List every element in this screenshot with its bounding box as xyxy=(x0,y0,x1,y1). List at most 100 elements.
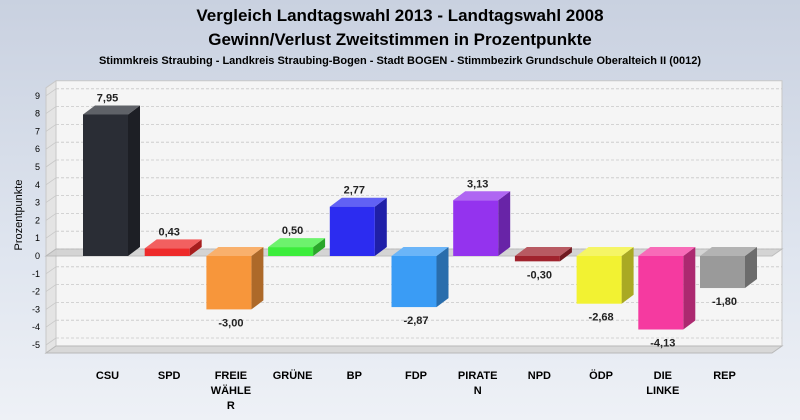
x-tick-label-line: DIE xyxy=(654,370,672,382)
bar-top xyxy=(700,247,757,256)
gridline-side xyxy=(45,106,57,114)
y-tick-label: 6 xyxy=(35,144,40,154)
bar xyxy=(700,247,757,289)
data-label: -3,00 xyxy=(218,317,243,329)
bar xyxy=(453,191,511,256)
y-axis-label: Prozentpunkte xyxy=(13,180,25,251)
bar-top xyxy=(576,247,634,256)
gridline-side xyxy=(45,230,57,239)
gridline-side xyxy=(45,88,57,97)
x-tick-label-line: WÄHLE xyxy=(211,384,251,397)
bar-front xyxy=(638,256,684,330)
gridline-side xyxy=(45,319,57,328)
bar-top xyxy=(638,247,696,256)
bar xyxy=(144,239,202,256)
bar-side xyxy=(251,247,264,310)
bar-side xyxy=(745,247,757,289)
bar xyxy=(329,197,387,256)
y-tick-label: -1 xyxy=(32,269,40,279)
plot-area: 9 8 7 6 5 4 3 2 1 0 -1 -2 -3 -4 -5 7,95 CSU 0,43 SPD -3,00 F… xyxy=(32,79,784,412)
bar-front xyxy=(391,256,437,308)
chart-title-line1: Vergleich Landtagswahl 2013 - Landtagswa… xyxy=(196,6,603,25)
bar-top xyxy=(391,247,449,256)
data-label: 2,77 xyxy=(344,185,365,197)
bar-side xyxy=(621,247,634,304)
x-tick-label: ÖDP xyxy=(589,369,613,382)
bar xyxy=(268,238,326,256)
gridline-side xyxy=(45,124,57,132)
x-tick-label-line: FDP xyxy=(405,370,427,382)
gridline-side xyxy=(45,195,57,203)
chart-subtitle: Stimmkreis Straubing - Landkreis Straubi… xyxy=(99,55,701,67)
bar-front xyxy=(453,200,499,256)
chart-title-line2: Gewinn/Verlust Zweitstimmen in Prozentpu… xyxy=(208,30,592,49)
gridline-side xyxy=(45,159,57,168)
y-tick-label: 8 xyxy=(35,109,40,119)
bar xyxy=(83,105,140,257)
bar-side xyxy=(498,191,511,256)
bar xyxy=(514,247,572,262)
bar xyxy=(391,247,449,308)
data-label: 0,50 xyxy=(282,225,303,237)
y-tick-label: 1 xyxy=(35,233,40,243)
bar-top xyxy=(453,191,511,201)
y-tick-label: 0 xyxy=(35,251,40,261)
bar-side xyxy=(683,247,696,330)
bar-side xyxy=(313,238,326,256)
y-tick-label: -5 xyxy=(32,340,40,350)
y-tick-label: 5 xyxy=(35,162,40,172)
x-tick-label-line: N xyxy=(474,385,482,397)
bar-front xyxy=(329,206,375,256)
bar-front xyxy=(700,256,745,289)
x-tick-label-line: CSU xyxy=(96,370,119,382)
x-tick-label-line: FREIE xyxy=(215,370,247,382)
y-tick-label: 4 xyxy=(35,180,40,190)
gridline-side xyxy=(45,302,57,310)
bar xyxy=(576,247,634,304)
x-tick-label: SPD xyxy=(158,370,181,382)
bar-side xyxy=(189,239,202,256)
y-tick-label: 9 xyxy=(35,91,40,101)
x-tick-label-line: R xyxy=(227,400,235,412)
data-label: -2,87 xyxy=(403,315,428,327)
x-tick-label: BP xyxy=(347,370,362,382)
x-tick-label-line: NPD xyxy=(528,370,551,382)
x-tick-label-line: GRÜNE xyxy=(273,369,313,382)
gridline-side xyxy=(45,177,57,186)
bar-side xyxy=(559,247,572,262)
x-tick-label-line: PIRATE xyxy=(458,370,498,382)
gridline-side xyxy=(45,337,57,346)
gridline-side xyxy=(45,141,57,150)
bar-side xyxy=(436,247,449,308)
data-label: -1,80 xyxy=(712,296,737,308)
x-tick-label: FREIE WÄHLE R xyxy=(211,370,251,412)
data-label: -0,30 xyxy=(527,269,552,281)
x-tick-label: DIE LINKE xyxy=(646,370,679,397)
y-tick-label: -2 xyxy=(32,287,40,297)
x-tick-label-line: REP xyxy=(713,370,736,382)
plot-floor xyxy=(44,345,784,354)
bar-front xyxy=(83,114,128,257)
data-label: -2,68 xyxy=(589,312,614,324)
bar xyxy=(638,247,696,330)
y-tick-label: -3 xyxy=(32,304,40,314)
bar-top xyxy=(83,105,140,115)
x-tick-label: CSU xyxy=(96,370,119,382)
bar-side xyxy=(128,105,140,257)
x-tick-label: FDP xyxy=(405,370,427,382)
bar-front xyxy=(576,256,622,304)
data-label: 3,13 xyxy=(467,178,488,190)
data-label: 0,43 xyxy=(158,226,179,238)
x-tick-label-line: ÖDP xyxy=(589,369,613,382)
gridline-side xyxy=(45,284,57,292)
y-tick-label: 7 xyxy=(35,126,40,136)
x-tick-label: GRÜNE xyxy=(273,369,313,382)
bar-front xyxy=(144,248,190,256)
x-tick-label: REP xyxy=(713,370,736,382)
y-tick-label: 2 xyxy=(35,215,40,225)
bar-side xyxy=(374,197,387,256)
bar-front xyxy=(206,256,252,310)
bar xyxy=(206,247,264,310)
x-tick-label-line: BP xyxy=(347,370,362,382)
